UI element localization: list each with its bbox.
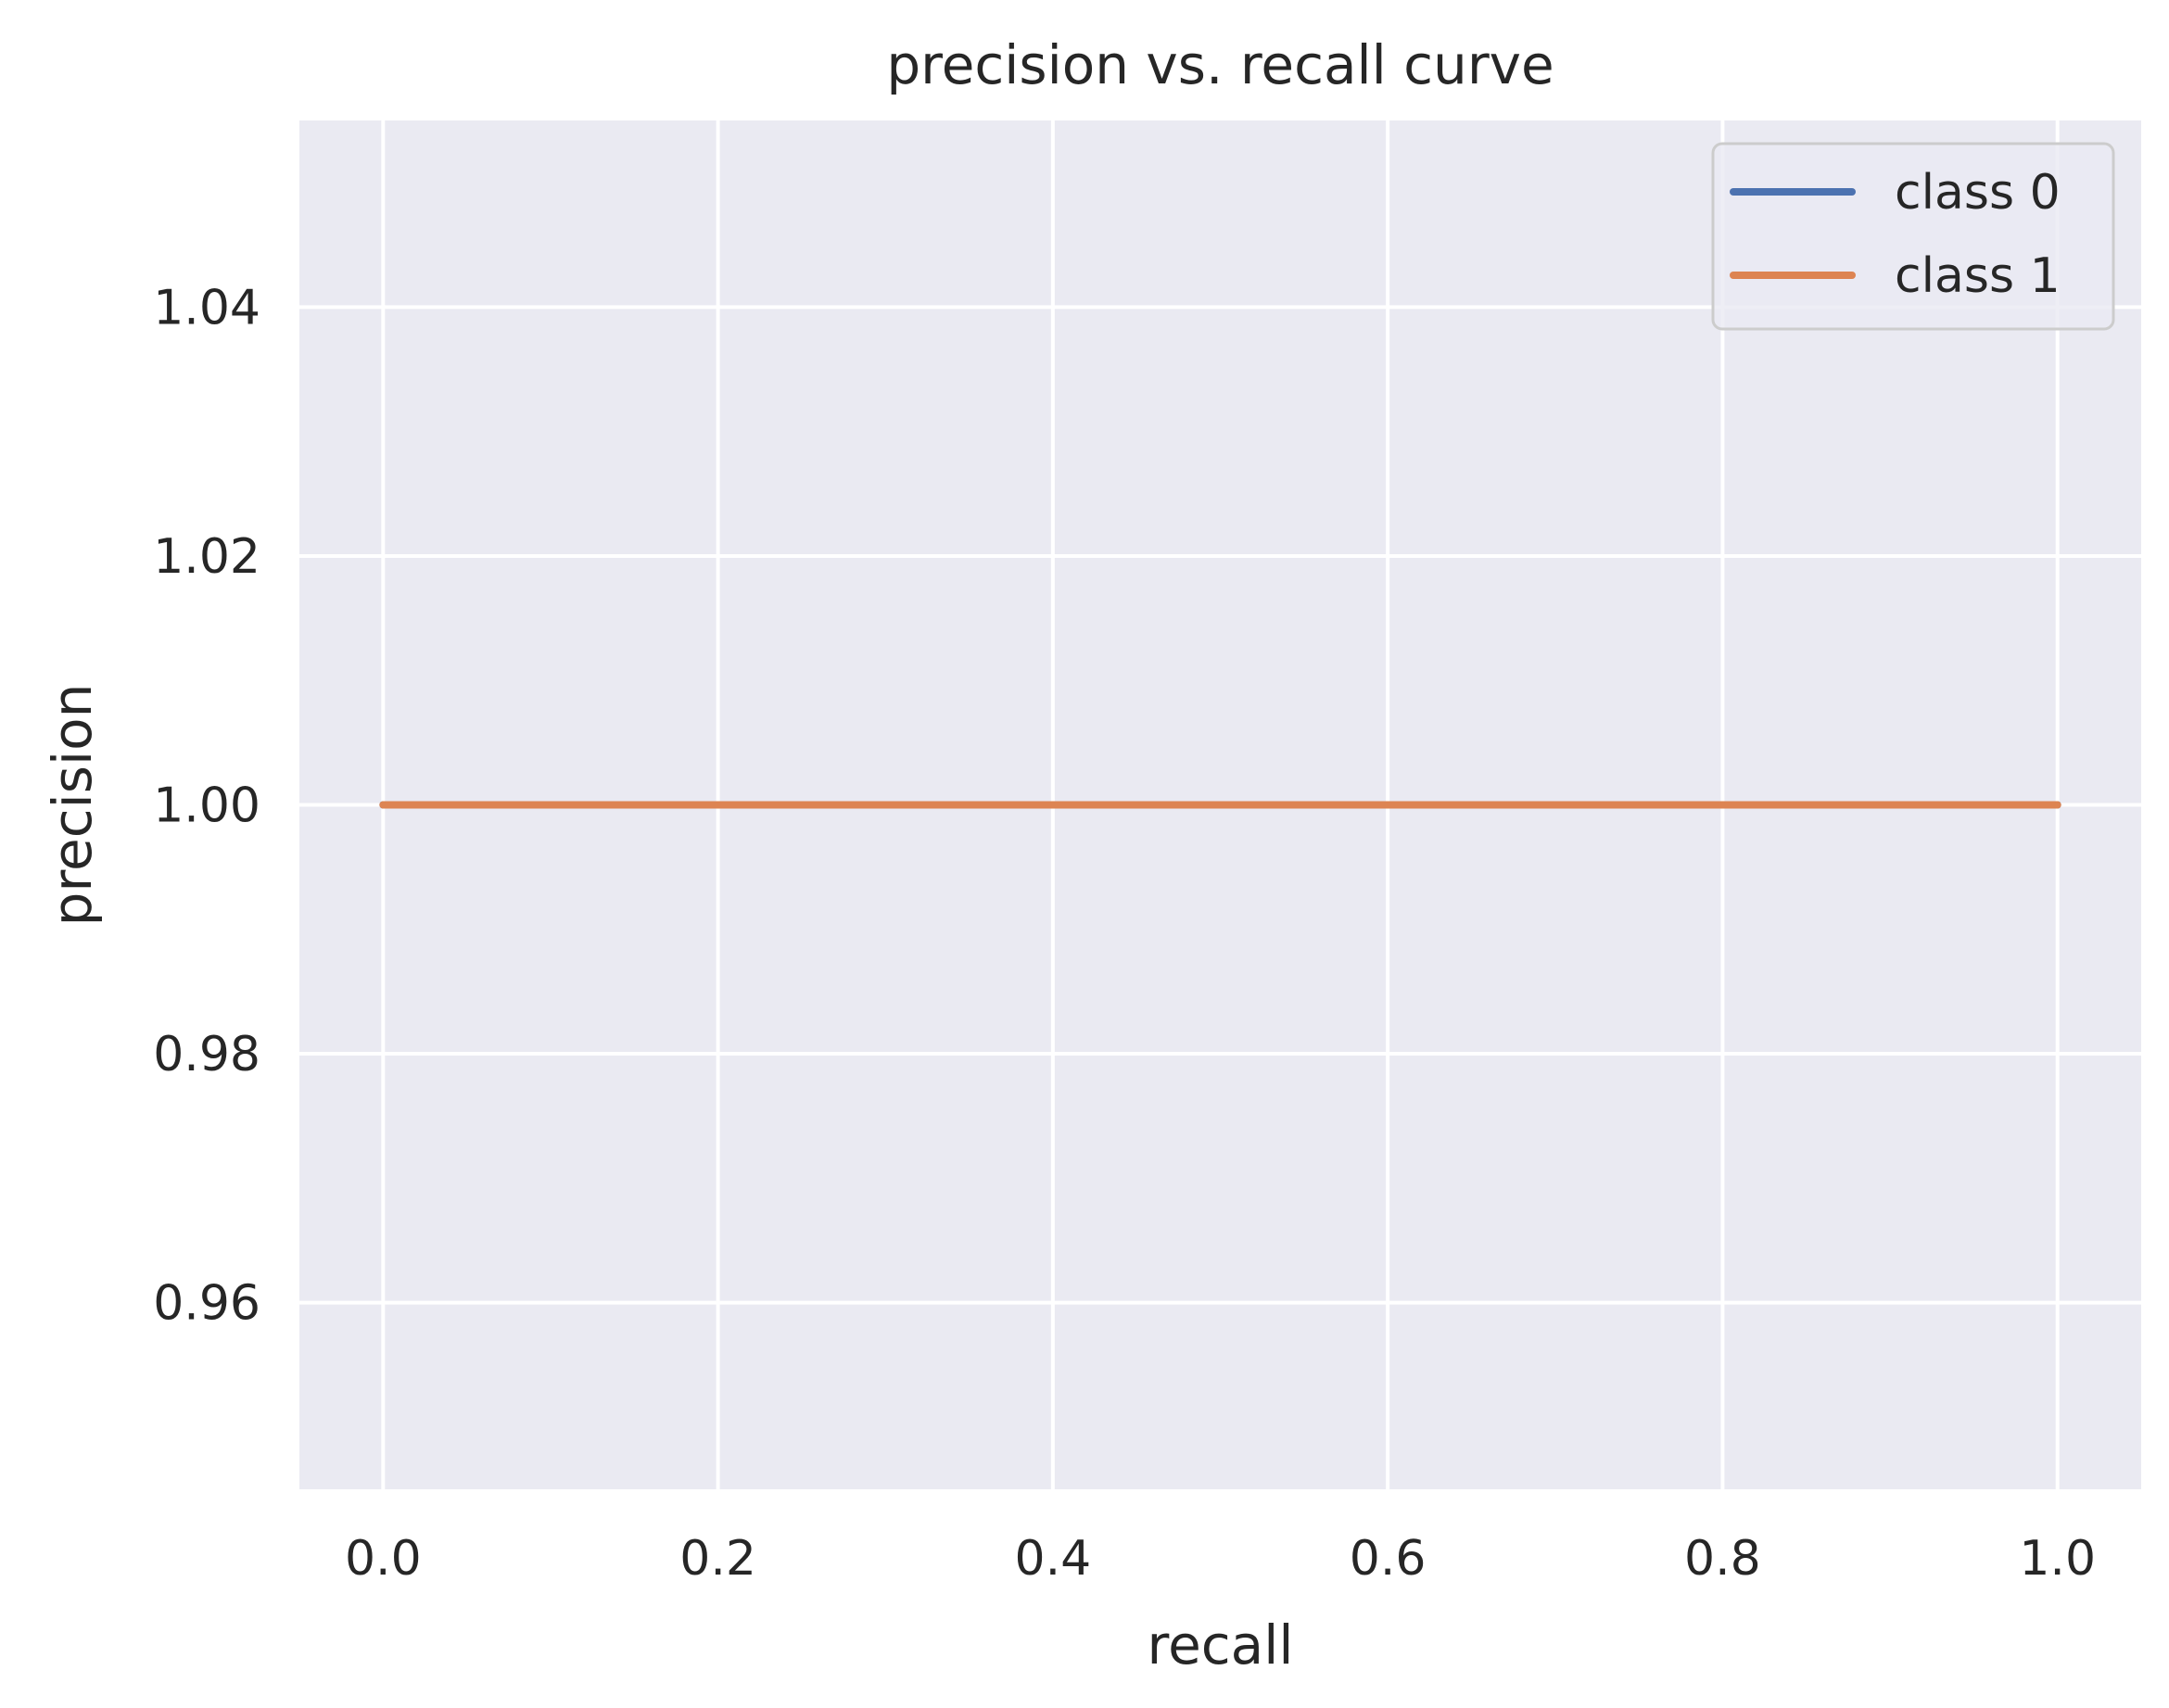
x-tick-label: 0.4	[1015, 1531, 1092, 1587]
legend-label: class 1	[1895, 248, 2061, 304]
legend-label: class 0	[1895, 165, 2061, 221]
x-tick-label: 1.0	[2019, 1531, 2096, 1587]
y-axis-label: precision	[41, 684, 104, 927]
y-tick-label: 0.98	[153, 1027, 260, 1082]
y-tick-label: 1.04	[153, 280, 260, 335]
x-tick-label: 0.2	[679, 1531, 756, 1587]
y-tick-label: 1.00	[153, 778, 260, 834]
x-axis-label: recall	[1148, 1613, 1294, 1676]
y-tick-labels: 0.96 0.98 1.00 1.02 1.04	[153, 280, 260, 1331]
x-tick-label: 0.8	[1684, 1531, 1761, 1587]
x-tick-label: 0.0	[345, 1531, 422, 1587]
x-tick-label: 0.6	[1350, 1531, 1427, 1587]
y-tick-label: 0.96	[153, 1276, 260, 1332]
x-tick-labels: 0.0 0.2 0.4 0.6 0.8 1.0	[345, 1531, 2096, 1587]
legend: class 0 class 1	[1711, 142, 2115, 331]
y-tick-label: 1.02	[153, 529, 260, 585]
chart-title: precision vs. recall curve	[886, 33, 1554, 96]
